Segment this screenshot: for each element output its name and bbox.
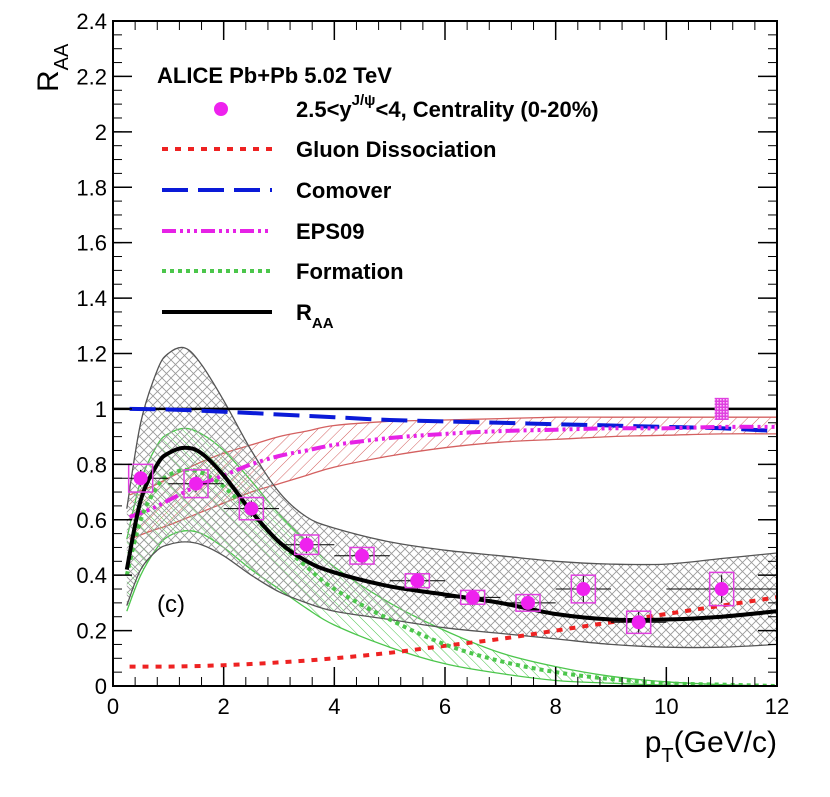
y-tick-label-11: 2.2 [76,64,107,89]
y-tick-label-7: 1.4 [76,286,107,311]
legend-label-comover: Comover [296,178,392,203]
x-axis-title-rest: (GeV/c) [674,726,777,759]
band-lower-edge-2 [126,541,777,649]
data-point-4 [355,548,369,563]
x-tick-label-6: 12 [765,694,789,719]
band-upper-edge-2 [126,346,777,566]
data-point-6 [465,590,480,605]
series-line-2 [128,424,777,519]
x-axis-title-sub: T [661,745,673,767]
data-sys-box-3 [293,534,320,556]
legend-label-eps: EPS09 [296,219,365,244]
y-tick-label-9: 1.8 [76,175,107,200]
band-fill-0 [129,417,777,540]
data-point-2 [244,501,259,516]
series-line-0 [129,595,777,669]
data-point-5 [410,573,425,588]
series-line-3 [124,467,777,686]
legend-label-gluon: Gluon Dissociation [296,137,496,162]
data-sys-box-1 [183,469,209,499]
legend-label-formation: Formation [296,259,404,284]
y-tick-label-4: 0.8 [76,452,107,477]
series-line-4 [124,445,777,623]
y-tick-label-1: 0.2 [76,619,107,644]
x-tick-label-2: 4 [328,694,340,719]
data-point-8 [576,582,591,597]
legend-title: ALICE Pb+Pb 5.02 TeV [157,63,392,88]
data-sys-box-2 [238,496,265,521]
panel-label: (c) [157,591,185,618]
global-uncertainty-box [714,397,729,420]
y-axis-title: RAA [32,43,73,92]
x-tick-label-3: 6 [439,694,451,719]
y-tick-label-0: 0 [95,674,107,699]
y-tick-label-8: 1.6 [76,231,107,256]
y-tick-label-2: 0.4 [76,563,107,588]
x-axis-title: pT(GeV/c) [645,726,777,767]
data-point-9 [631,615,646,630]
y-tick-label-3: 0.6 [76,508,107,533]
band-fill-2 [126,347,777,648]
x-axis-title-main: p [645,726,662,759]
x-tick-label-4: 8 [550,694,562,719]
data-sys-box-8 [570,574,597,604]
data-point-1 [189,476,203,491]
y-axis-title-main: R [32,70,65,92]
legend-marker-data [214,102,228,116]
data-point-3 [299,537,314,552]
data-sys-box-0 [127,463,154,493]
data-sys-box-9 [625,610,652,635]
y-tick-label-10: 2 [95,120,107,145]
x-tick-label-1: 2 [218,694,230,719]
data-point-10 [714,582,729,597]
data-sys-box-7 [515,593,541,612]
y-tick-label-12: 2.4 [76,9,107,34]
y-tick-label-6: 1.2 [76,342,107,367]
legend-label-data: 2.5<yJ/ψ<4, Centrality (0-20%) [296,92,599,122]
legend-label-raa: RAA [296,300,334,332]
y-axis-title-sub: AA [51,43,73,70]
data-sys-box-4 [349,546,375,565]
x-tick-label-5: 10 [654,694,678,719]
data-point-0 [133,471,148,486]
data-point-7 [521,595,535,610]
data-sys-box-10 [708,571,735,607]
series-line-1 [129,406,777,434]
y-tick-label-5: 1 [95,397,107,422]
x-tick-label-0: 0 [107,694,119,719]
